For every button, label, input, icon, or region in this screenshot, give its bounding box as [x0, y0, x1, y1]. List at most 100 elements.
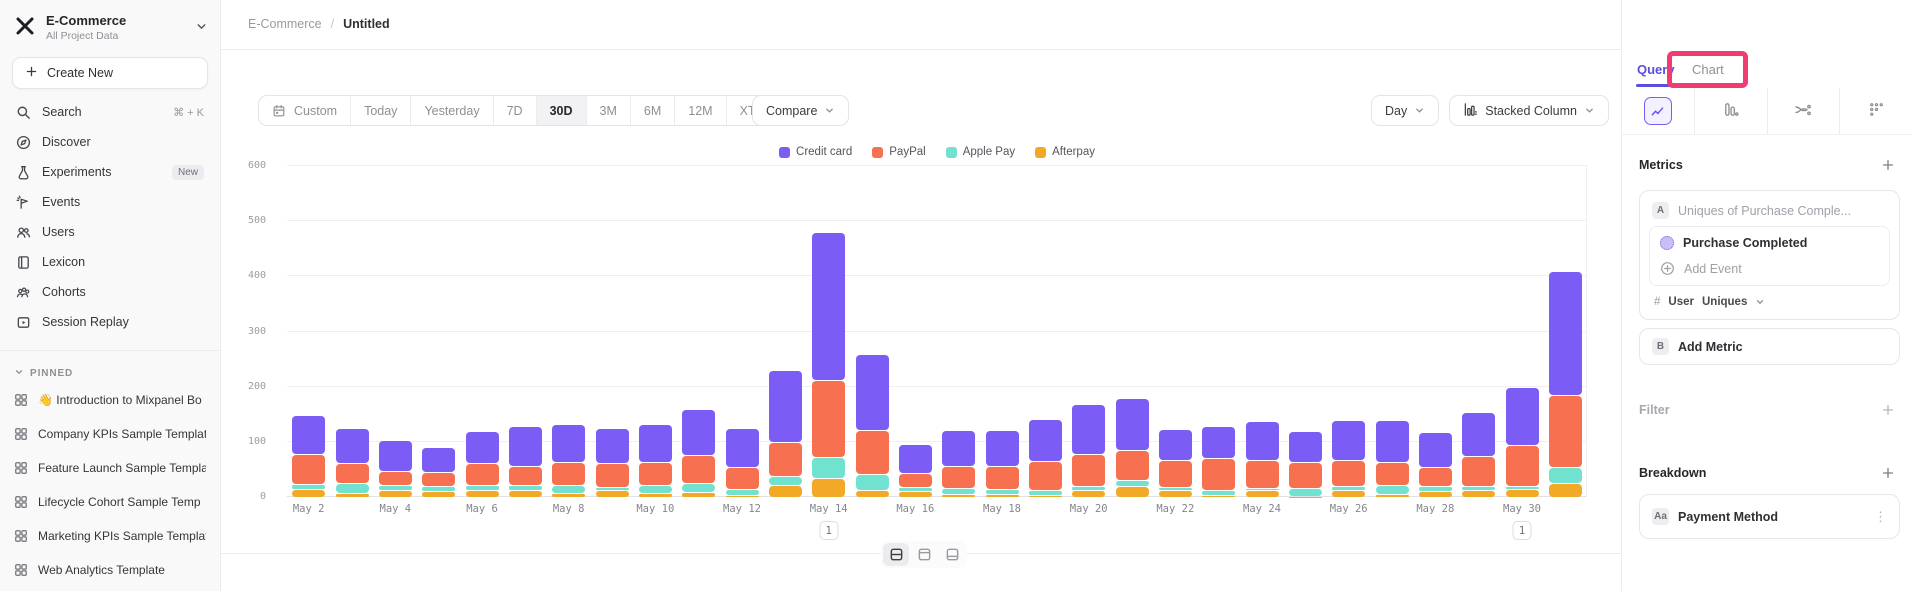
bar-segment-paypal[interactable]	[638, 463, 672, 485]
bar-segment-credit-card[interactable]	[898, 444, 932, 474]
pinned-item-feature-launch[interactable]: Feature Launch Sample Templa	[0, 451, 220, 485]
sidebar-item-search[interactable]: Search ⌘ + K	[0, 97, 220, 127]
bar-segment-afterpay[interactable]	[1072, 491, 1106, 497]
metric-a-header[interactable]: A Uniques of Purchase Comple...	[1640, 191, 1899, 226]
compare-dropdown[interactable]: Compare	[752, 95, 850, 126]
bar-segment-credit-card[interactable]	[638, 424, 672, 463]
create-new-button[interactable]: Create New	[12, 57, 208, 89]
bar-segment-paypal[interactable]	[335, 464, 369, 483]
bar-segment-afterpay[interactable]	[682, 493, 716, 497]
bar-may-13[interactable]	[768, 370, 802, 497]
bar-segment-credit-card[interactable]	[725, 429, 759, 467]
bar-segment-credit-card[interactable]	[1028, 419, 1062, 462]
bar-may-16[interactable]	[898, 444, 932, 497]
annotation-count-badge[interactable]: 1	[1512, 521, 1532, 540]
bar-segment-credit-card[interactable]	[985, 430, 1019, 466]
bar-segment-afterpay[interactable]	[1028, 496, 1062, 497]
add-breakdown-plus-icon[interactable]	[1881, 466, 1895, 480]
date-range-6m[interactable]: 6M	[629, 96, 674, 125]
bar-segment-credit-card[interactable]	[292, 416, 326, 454]
bar-segment-apple-pay[interactable]	[682, 483, 716, 493]
bar-segment-afterpay[interactable]	[465, 491, 499, 497]
bar-segment-afterpay[interactable]	[855, 490, 889, 497]
date-range-today[interactable]: Today	[350, 96, 410, 125]
bar-segment-afterpay[interactable]	[292, 489, 326, 497]
bar-may-22[interactable]	[1158, 429, 1192, 497]
legend-item-credit-card[interactable]: Credit card	[779, 146, 852, 158]
bar-segment-paypal[interactable]	[1202, 459, 1236, 491]
bar-segment-afterpay[interactable]	[552, 493, 586, 497]
bar-segment-apple-pay[interactable]	[1462, 486, 1496, 491]
bar-segment-afterpay[interactable]	[1115, 486, 1149, 497]
bar-may-18[interactable]	[985, 430, 1019, 497]
bar-segment-paypal[interactable]	[1462, 456, 1496, 486]
bar-segment-apple-pay[interactable]	[1288, 489, 1322, 496]
bar-may-27[interactable]	[1375, 420, 1409, 497]
bar-may-14[interactable]	[812, 233, 846, 497]
date-range-30d[interactable]: 30D	[535, 96, 586, 125]
sidebar-item-discover[interactable]: Discover	[0, 127, 220, 157]
bar-segment-paypal[interactable]	[552, 463, 586, 485]
bar-segment-credit-card[interactable]	[508, 426, 542, 467]
layout-bottom-bar-button[interactable]	[939, 543, 965, 566]
granularity-dropdown[interactable]: Day	[1371, 95, 1440, 126]
bar-segment-apple-pay[interactable]	[768, 477, 802, 485]
tab-query[interactable]: Query	[1637, 62, 1675, 77]
bar-segment-apple-pay[interactable]	[898, 488, 932, 492]
bar-segment-credit-card[interactable]	[1505, 387, 1539, 445]
bar-may-12[interactable]	[725, 429, 759, 497]
viz-retention-tab[interactable]	[1840, 88, 1912, 134]
bar-segment-afterpay[interactable]	[1202, 495, 1236, 497]
event-row[interactable]: Purchase Completed	[1650, 227, 1889, 259]
bar-segment-paypal[interactable]	[465, 463, 499, 485]
bar-segment-credit-card[interactable]	[812, 233, 846, 380]
bar-segment-paypal[interactable]	[1375, 462, 1409, 485]
bar-segment-afterpay[interactable]	[1418, 492, 1452, 497]
bar-segment-paypal[interactable]	[1288, 462, 1322, 489]
add-filter-plus-icon[interactable]	[1881, 403, 1895, 417]
chart-type-dropdown[interactable]: Stacked Column	[1449, 95, 1609, 126]
bar-segment-apple-pay[interactable]	[985, 489, 1019, 495]
bar-segment-afterpay[interactable]	[378, 490, 412, 497]
aggregation-selector[interactable]: # User Uniques	[1640, 286, 1899, 319]
date-range-7d[interactable]: 7D	[492, 96, 536, 125]
bar-may-21[interactable]	[1115, 398, 1149, 497]
date-range-custom[interactable]: Custom	[259, 96, 350, 125]
bar-segment-credit-card[interactable]	[1332, 420, 1366, 460]
bar-segment-apple-pay[interactable]	[378, 486, 412, 490]
bar-may-31[interactable]	[1548, 271, 1582, 497]
viz-flows-tab[interactable]	[1768, 88, 1841, 134]
bar-may-29[interactable]	[1462, 412, 1496, 497]
sidebar-item-session-replay[interactable]: Session Replay	[0, 307, 220, 337]
bar-segment-paypal[interactable]	[1505, 445, 1539, 486]
bar-segment-paypal[interactable]	[1028, 462, 1062, 490]
pinned-item-web-analytics[interactable]: Web Analytics Template	[0, 553, 220, 587]
bar-segment-apple-pay[interactable]	[638, 485, 672, 494]
pinned-item-lifecycle-cohort[interactable]: Lifecycle Cohort Sample Temp	[0, 485, 220, 519]
bar-segment-paypal[interactable]	[378, 471, 412, 486]
bar-segment-credit-card[interactable]	[855, 354, 889, 430]
bar-segment-apple-pay[interactable]	[1245, 489, 1279, 491]
bar-segment-credit-card[interactable]	[942, 430, 976, 467]
bar-segment-apple-pay[interactable]	[1375, 485, 1409, 494]
bar-segment-afterpay[interactable]	[1505, 490, 1539, 497]
bar-may-28[interactable]	[1418, 432, 1452, 497]
bar-may-4[interactable]	[378, 441, 412, 497]
bar-may-20[interactable]	[1072, 405, 1106, 497]
date-range-12m[interactable]: 12M	[674, 96, 725, 125]
bar-may-5[interactable]	[422, 447, 456, 497]
breadcrumb-report-title[interactable]: Untitled	[343, 17, 390, 31]
bar-segment-apple-pay[interactable]	[1418, 486, 1452, 492]
bar-segment-afterpay[interactable]	[768, 485, 802, 497]
bar-segment-afterpay[interactable]	[638, 494, 672, 497]
bar-segment-apple-pay[interactable]	[595, 488, 629, 491]
bar-segment-afterpay[interactable]	[985, 495, 1019, 497]
bar-segment-credit-card[interactable]	[1158, 429, 1192, 460]
breadcrumb-project[interactable]: E-Commerce	[248, 17, 322, 31]
bar-may-8[interactable]	[552, 424, 586, 497]
bar-may-24[interactable]	[1245, 421, 1279, 497]
bar-segment-apple-pay[interactable]	[1028, 490, 1062, 496]
legend-item-paypal[interactable]: PayPal	[872, 146, 926, 158]
bar-segment-paypal[interactable]	[682, 455, 716, 483]
bar-may-17[interactable]	[942, 430, 976, 497]
